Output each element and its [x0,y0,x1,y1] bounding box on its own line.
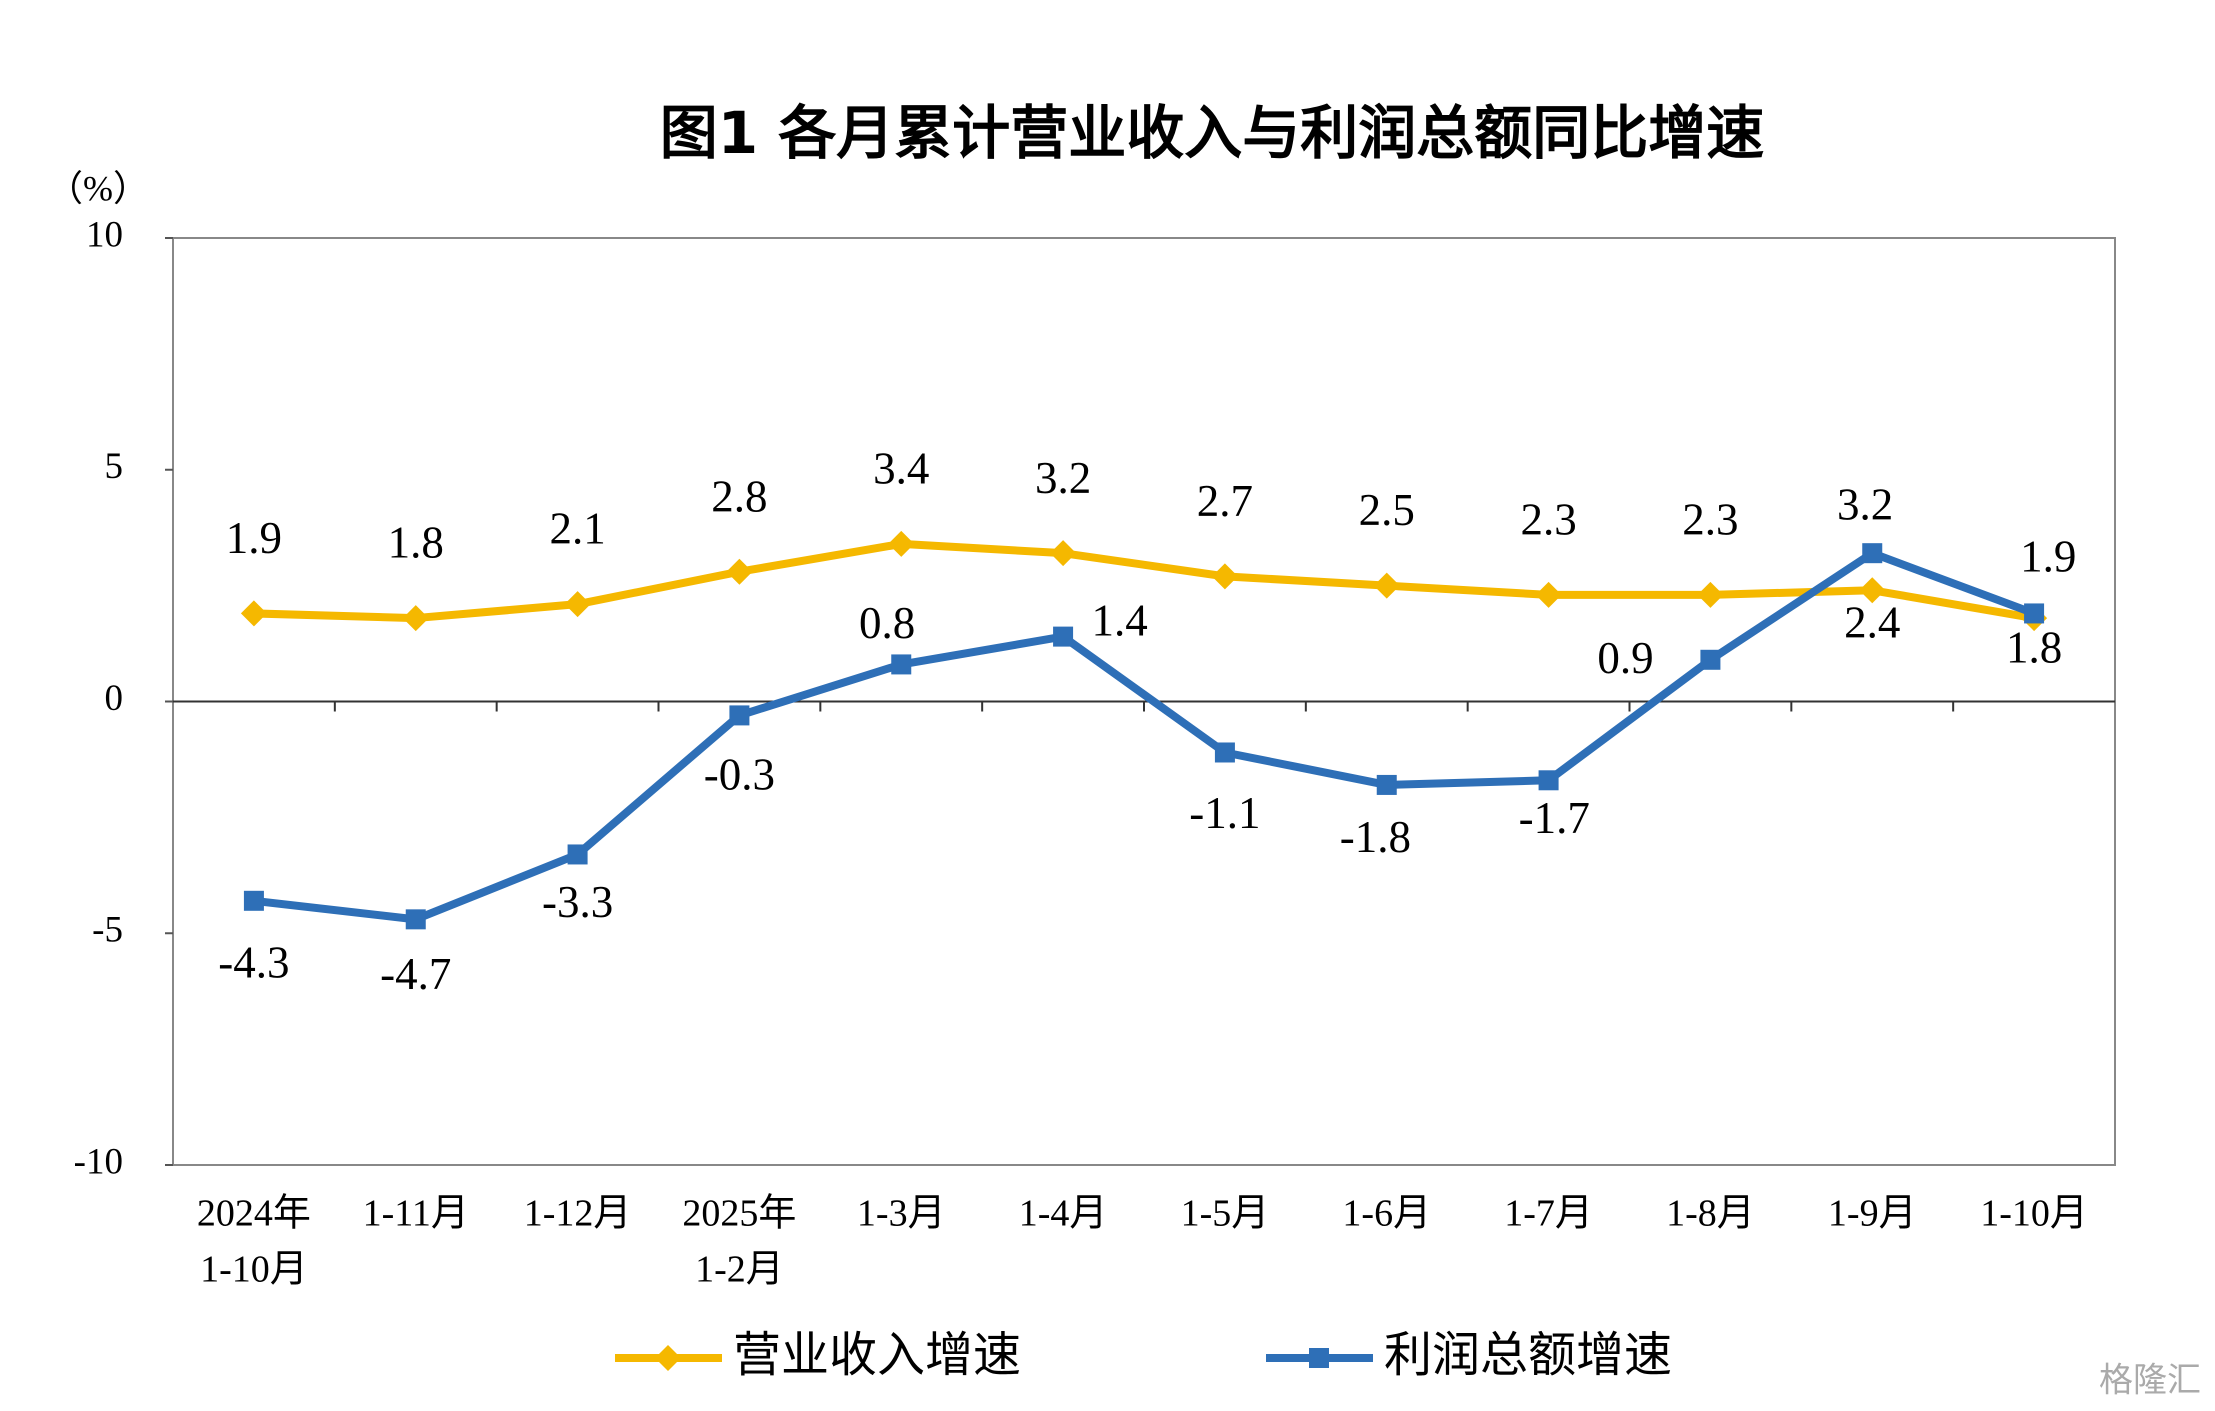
marker [402,605,429,632]
data-label: 3.4 [873,443,929,493]
y-tick-label: 10 [86,214,123,255]
y-tick-label: 5 [105,446,124,487]
legend-label: 利润总额增速 [1384,1327,1672,1383]
marker [1309,1348,1329,1368]
data-label: 2.7 [1197,476,1253,526]
x-tick-label: 1-10月 [1980,1193,2088,1235]
data-label: 2.4 [1844,597,1900,647]
marker [1053,626,1074,647]
x-tick-label: 1-6月 [1342,1193,1431,1235]
data-label: -3.3 [542,877,613,927]
x-tick-label: 1-4月 [1019,1193,1108,1235]
y-tick-label: -10 [74,1141,123,1182]
marker [1050,540,1077,567]
marker [1862,543,1883,564]
watermark: 格隆汇 [2099,1361,2201,1401]
data-label: -1.1 [1189,788,1260,838]
data-label: -1.7 [1519,793,1590,843]
series-line [253,549,2036,924]
data-label: 2.1 [549,504,605,554]
x-tick-label: 1-11月 [363,1193,469,1235]
data-label: 2.8 [711,471,767,521]
data-label: 3.2 [1035,453,1091,503]
marker [240,600,267,627]
y-tick-label: 0 [105,678,124,719]
data-label: 2.5 [1359,485,1415,535]
data-label: -4.3 [218,938,289,988]
marker [243,890,264,911]
marker [567,844,588,865]
marker [1859,577,1886,604]
x-tick-label: 1-3月 [857,1193,946,1235]
data-label: 0.9 [1597,633,1653,683]
data-label: 1.4 [1092,596,1148,646]
marker [1211,563,1238,590]
data-label: 1.8 [388,518,444,568]
marker [1700,649,1721,670]
marker [1538,770,1559,791]
marker [564,591,591,618]
x-tick-label: 1-12月 [524,1193,632,1235]
data-label: -0.3 [704,749,775,799]
x-tick-label: 1-10月 [200,1249,308,1291]
series-line [253,539,2035,623]
x-tick-label: 2024年 [197,1193,311,1235]
data-label: -4.7 [380,949,451,999]
marker [1697,581,1724,608]
x-tick-label: 1-7月 [1504,1193,1593,1235]
marker [1214,742,1235,763]
marker [405,909,426,930]
marker [1376,774,1397,795]
marker [888,530,915,557]
marker [726,558,753,585]
data-label: 1.9 [226,513,282,563]
marker [655,1345,681,1371]
data-label: 2.3 [1520,494,1576,544]
x-tick-label: 1-8月 [1666,1193,1755,1235]
marker [729,705,750,726]
data-label: 1.8 [2006,622,2062,672]
y-tick-label: -5 [92,910,123,951]
x-tick-label: 1-5月 [1181,1193,1270,1235]
x-tick-label: 1-2月 [695,1249,784,1291]
data-label: 3.2 [1837,480,1893,530]
marker [1535,581,1562,608]
data-label: 2.3 [1682,494,1738,544]
y-axis-label: （%） [47,168,149,208]
marker [1373,572,1400,599]
data-label: -1.8 [1340,812,1411,862]
legend-label: 营业收入增速 [733,1327,1021,1383]
data-label: 0.8 [859,598,915,648]
chart-title: 图1 各月累计营业收入与利润总额同比增速 [660,99,1765,167]
marker [891,654,912,675]
x-tick-label: 1-9月 [1828,1193,1917,1235]
marker [2024,603,2045,624]
data-label: 1.9 [2020,531,2076,581]
x-tick-label: 2025年 [682,1193,796,1235]
